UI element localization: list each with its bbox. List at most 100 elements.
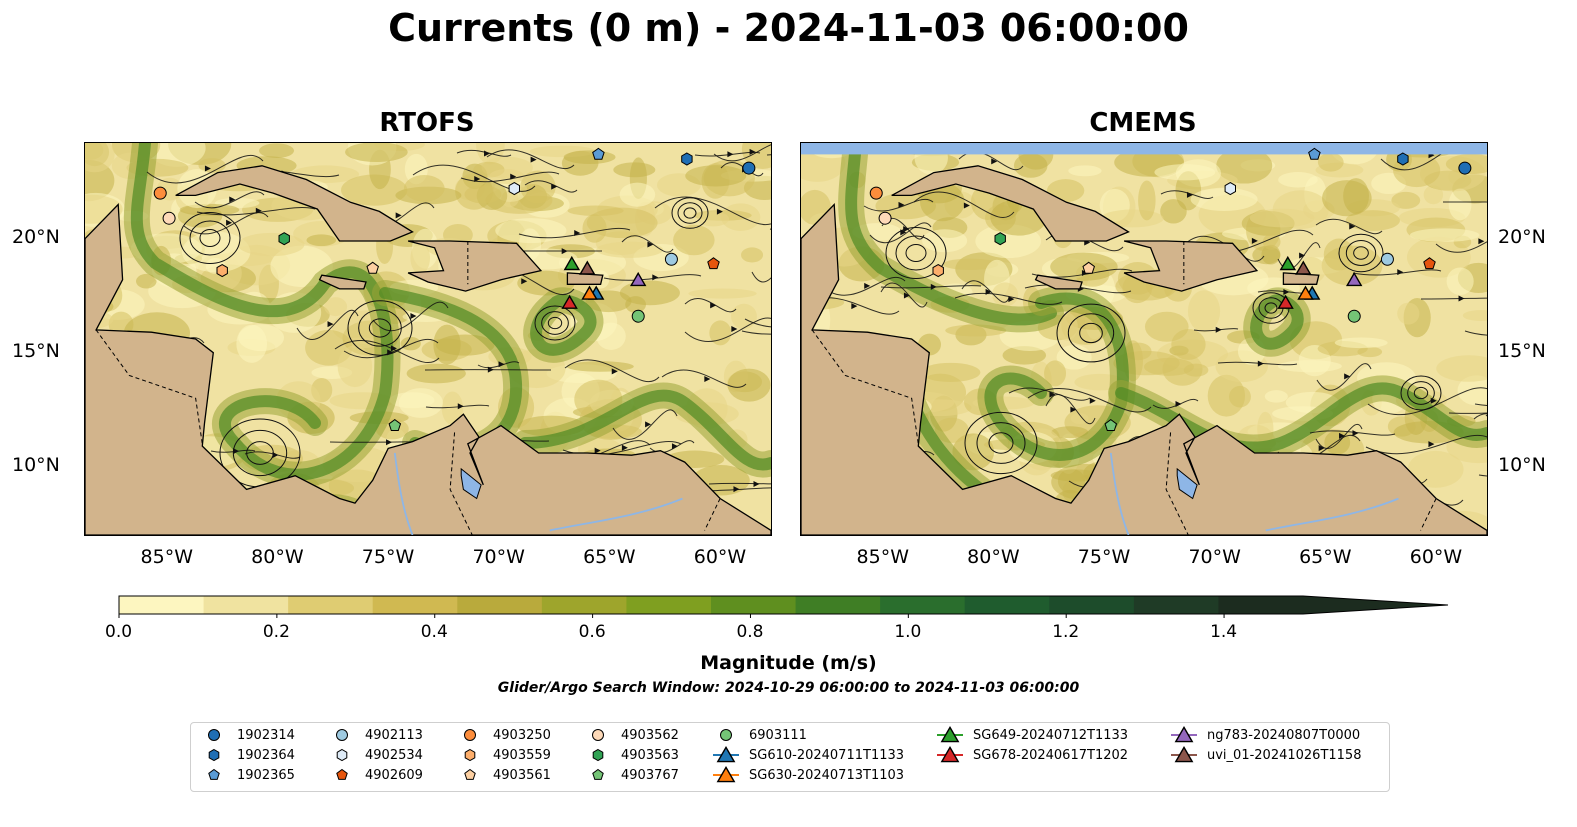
obs-sg630-20240713t1103: [1297, 285, 1314, 300]
legend-label: 1902364: [237, 747, 295, 763]
legend-marker: [1174, 746, 1194, 763]
legend-item: 1902364: [201, 746, 295, 764]
eddy-streamline: [1407, 381, 1435, 405]
obs-1902364: [1397, 152, 1409, 166]
colorbar-extend-arrow: [1303, 596, 1448, 614]
colorbar-segment: [457, 596, 543, 614]
legend-marker: [336, 768, 348, 780]
legend-label: 4902113: [365, 727, 423, 743]
obs-4903563: [278, 232, 290, 246]
colorbar-tick-label: 1.2: [1052, 622, 1080, 642]
legend-label: SG610-20240711T1133: [749, 747, 905, 763]
eddy-streamline: [189, 220, 231, 256]
colorbar-segment: [964, 596, 1050, 614]
current-core: [519, 389, 771, 471]
current-core: [845, 143, 1057, 326]
legend-label: 4903250: [493, 727, 551, 743]
obs-4902609: [707, 257, 720, 270]
legend-item: SG678-20240617T1202: [937, 746, 1128, 764]
land-jamaica: [318, 274, 367, 290]
legend-marker: [592, 748, 604, 762]
panel-title-rtofs: RTOFS: [379, 108, 475, 138]
legend-item: 4903562: [585, 726, 679, 744]
obs-4902113: [664, 252, 678, 266]
panel-title-cmems: CMEMS: [1089, 108, 1197, 138]
legend-item: SG649-20240712T1133: [937, 726, 1128, 744]
lat-tick-label-right: 20°N: [1498, 225, 1546, 248]
border: [704, 498, 721, 531]
cmems-map: [800, 142, 1488, 536]
colorbar-tick-label: 1.0: [894, 622, 922, 642]
legend-marker: [592, 729, 604, 741]
legend-label: 4903562: [621, 727, 679, 743]
colorbar-tick-label: 0.6: [578, 622, 606, 642]
obs-4903250: [153, 186, 167, 200]
colorbar-segment: [372, 596, 458, 614]
border: [95, 329, 203, 444]
obs-ng783-20240807t0000: [629, 271, 647, 287]
lon-tick-label: 60°W: [693, 546, 747, 568]
lon-tick-label: 65°W: [583, 546, 636, 568]
lon-tick-label: 80°W: [967, 546, 1020, 568]
obs-1902365: [1308, 147, 1321, 160]
land-centralam: [85, 202, 771, 535]
legend-item: 4903559: [457, 746, 551, 764]
legend-marker: [940, 726, 960, 743]
lake-maracaibo: [460, 467, 482, 500]
legend-marker: [716, 766, 736, 783]
lon-tick-label: 60°W: [1409, 546, 1463, 568]
lat-tick-label-left: 20°N: [12, 225, 60, 248]
legend-marker: [336, 729, 348, 741]
obs-4902534: [508, 182, 520, 196]
legend-label: 4903561: [493, 767, 551, 783]
lake-maracaibo: [1176, 467, 1198, 500]
eddy-streamline: [1400, 375, 1442, 411]
eddy-streamline: [895, 235, 937, 271]
legend-item: 1902365: [201, 766, 295, 784]
eddy-streamline: [964, 411, 1038, 475]
colorbar-tick-label: 0.2: [262, 622, 290, 642]
rtofs-map: [84, 142, 772, 536]
obs-1902364: [681, 152, 693, 166]
land-jamaica: [1034, 274, 1083, 290]
eddy-streamline: [1264, 302, 1278, 314]
river: [549, 497, 683, 532]
obs-4903559: [932, 264, 944, 278]
lat-tick-label-left: 15°N: [12, 339, 60, 362]
colorbar-segment: [541, 596, 627, 614]
eddy-streamline: [358, 309, 402, 347]
colorbar-segment: [1049, 596, 1135, 614]
obs-uvi_01-20241026t1158: [579, 260, 596, 275]
observations: [153, 147, 756, 431]
legend-label: SG678-20240617T1202: [973, 747, 1129, 763]
streamlines: [803, 143, 1487, 533]
eddy-streamline: [677, 202, 703, 224]
eddy-streamline: [534, 305, 576, 341]
land: [85, 165, 771, 535]
obs-4903562: [878, 211, 892, 225]
legend-marker: [208, 748, 220, 762]
legend-marker: [208, 768, 220, 780]
legend-marker: [716, 746, 736, 763]
legend-label: ng783-20240807T0000: [1207, 727, 1361, 743]
eddy-streamline: [683, 207, 697, 219]
legend-label: 4903563: [621, 747, 679, 763]
obs-6903111: [631, 309, 645, 323]
colorbar-tick-label: 0.4: [420, 622, 448, 642]
obs-sg649-20240712t1133: [1279, 255, 1297, 271]
eddy-streamline: [232, 429, 288, 477]
obs-1902365: [592, 147, 605, 160]
land-hisp: [407, 240, 543, 292]
colorbar-segment: [288, 596, 374, 614]
obs-sg630-20240713t1103: [581, 285, 598, 300]
legend-marker: [464, 729, 476, 741]
eddy-streamline: [1079, 322, 1103, 344]
colorbar-outline: [118, 595, 1449, 615]
obs-sg678-20240617t1202: [1277, 294, 1294, 309]
colorbar-tick-label: 0.8: [736, 622, 764, 642]
legend-item: 4902534: [329, 746, 423, 764]
obs-4903250: [869, 186, 883, 200]
obs-4902113: [1380, 252, 1394, 266]
lon-tick-label: 80°W: [251, 546, 304, 568]
land: [801, 165, 1487, 535]
